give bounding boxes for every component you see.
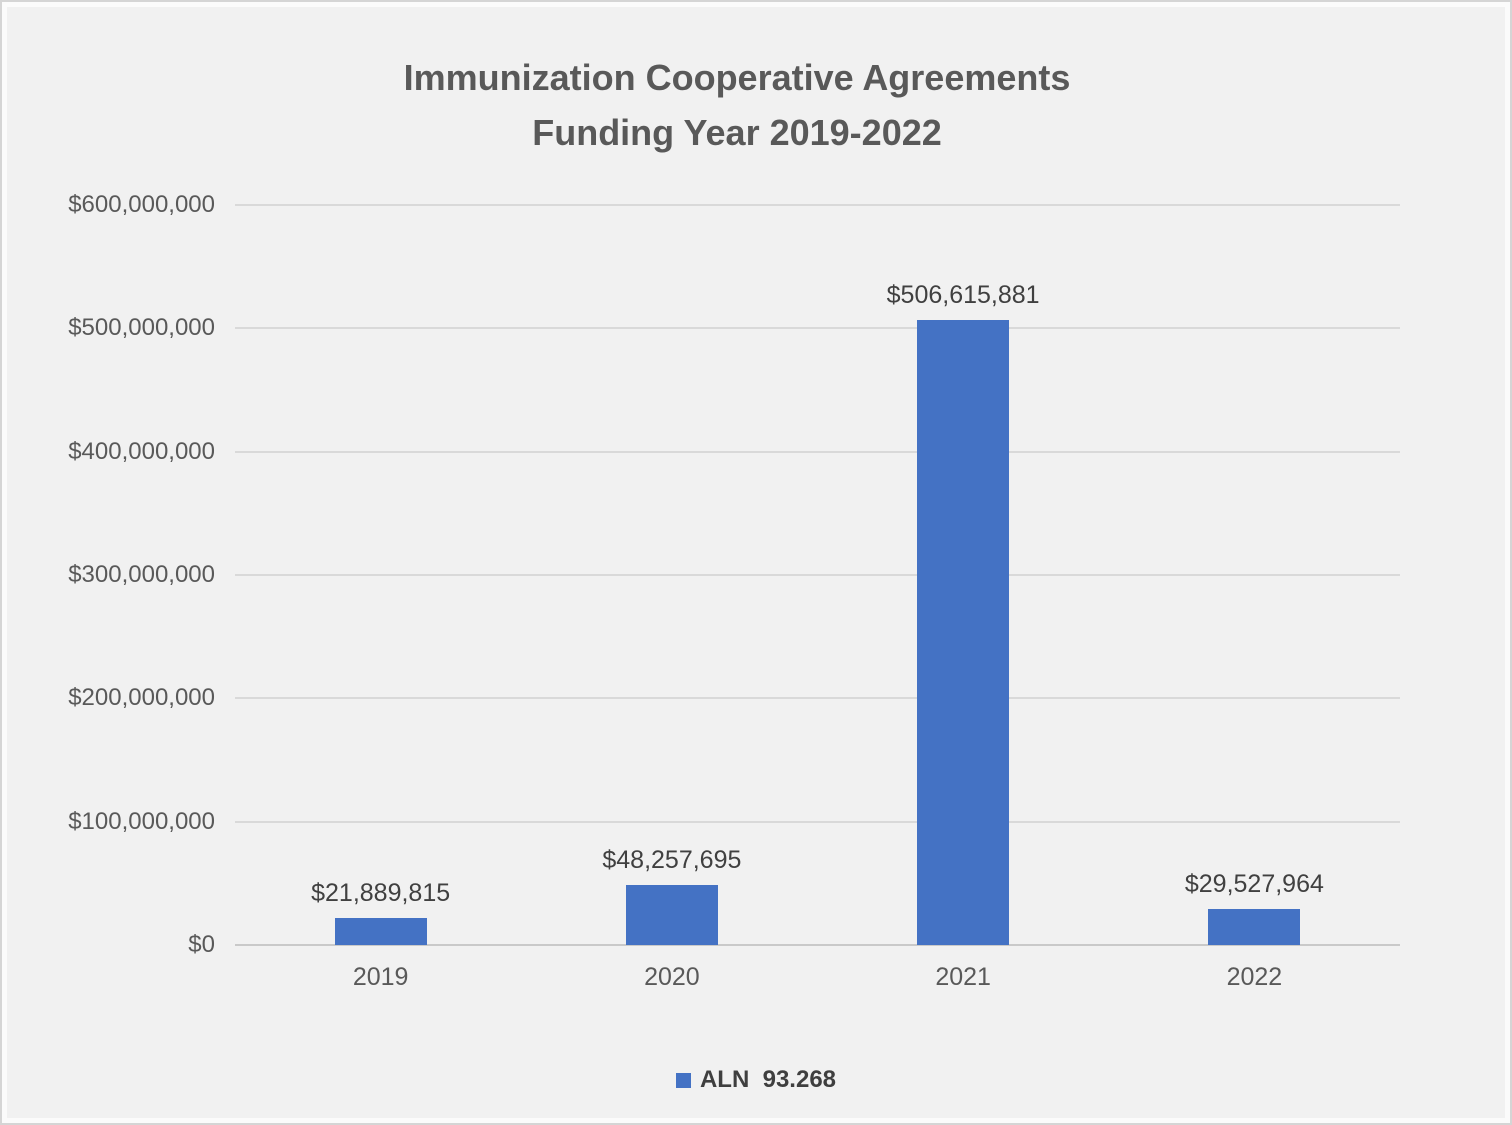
gridline xyxy=(235,450,1400,453)
chart-title-line1: Immunization Cooperative Agreements xyxy=(403,57,1071,98)
legend: ALN 93.268 xyxy=(0,1066,1512,1094)
data-label-2020: $48,257,695 xyxy=(602,846,742,875)
bar-2020 xyxy=(625,885,718,945)
gridline xyxy=(235,697,1400,700)
gridline xyxy=(235,204,1400,206)
bar-2019 xyxy=(334,918,427,945)
data-label-2021: $506,615,881 xyxy=(886,281,1040,310)
bar-2022 xyxy=(1208,908,1301,945)
bar-2021 xyxy=(917,320,1010,945)
data-label-2022: $29,527,964 xyxy=(1184,869,1324,898)
x-axis-tick-label-2019: 2019 xyxy=(352,963,409,991)
y-axis-tick-label: $400,000,000 xyxy=(68,437,215,465)
y-axis-tick-label: $200,000,000 xyxy=(68,684,215,712)
gridline xyxy=(235,574,1400,576)
y-axis-tick-label: $500,000,000 xyxy=(68,314,215,342)
legend-marker-icon xyxy=(675,1072,691,1088)
gridline xyxy=(235,820,1400,823)
data-label-2019: $21,889,815 xyxy=(311,879,451,907)
y-axis-tick-label: $0 xyxy=(188,931,215,958)
y-axis-tick-label: $600,000,000 xyxy=(68,191,215,218)
x-axis-tick-label-2020: 2020 xyxy=(644,963,700,991)
y-axis-tick-label: $300,000,000 xyxy=(68,561,215,588)
y-axis-tick-label: $100,000,000 xyxy=(68,807,215,835)
legend-label: ALN 93.268 xyxy=(699,1066,837,1093)
chart-title-line2: Funding Year 2019-2022 xyxy=(532,112,942,153)
gridline xyxy=(235,327,1400,330)
x-axis-tick-label-2022: 2022 xyxy=(1226,963,1283,991)
chart-title: Immunization Cooperative Agreements Fund… xyxy=(0,50,1474,160)
x-axis-line xyxy=(235,944,1400,946)
x-axis-tick-label-2021: 2021 xyxy=(935,963,991,991)
